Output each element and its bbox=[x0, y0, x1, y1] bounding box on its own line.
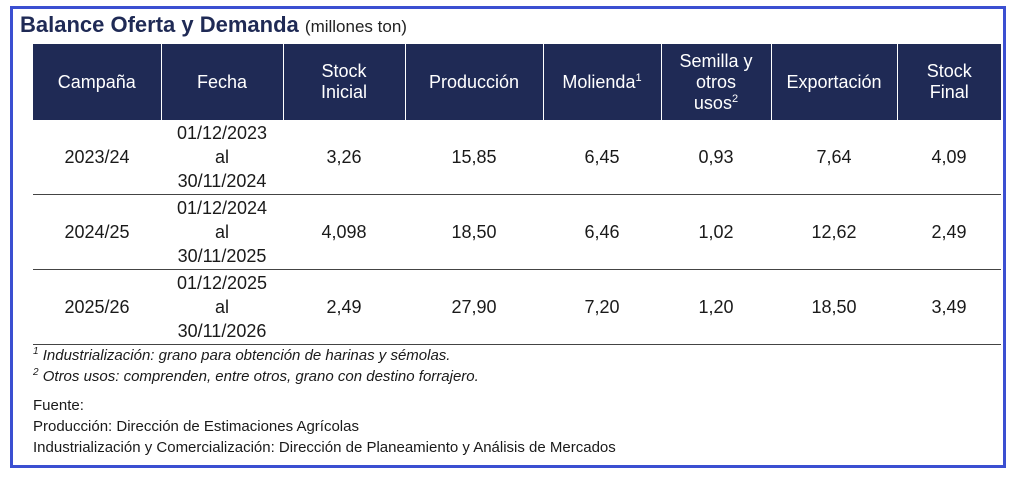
cell-molienda: 6,46 bbox=[543, 194, 661, 270]
footnote-2-text: Otros usos: comprenden, entre otros, gra… bbox=[38, 368, 479, 385]
cell-fecha: 01/12/2024 al 30/11/2025 bbox=[161, 194, 283, 270]
cell-exportacion: 7,64 bbox=[771, 120, 897, 195]
cell-stock-final: 4,09 bbox=[897, 120, 1001, 195]
cell-produccion: 18,50 bbox=[405, 194, 543, 270]
cell-exportacion: 12,62 bbox=[771, 194, 897, 270]
table-row: 2023/24 01/12/2023 al 30/11/2024 3,26 15… bbox=[33, 120, 1001, 195]
cell-stock-inicial: 3,26 bbox=[283, 120, 405, 195]
table-row: 2025/26 01/12/2025 al 30/11/2026 2,49 27… bbox=[33, 269, 1001, 345]
footnote-2-mark: 2 bbox=[33, 367, 39, 378]
title-units: (millones ton) bbox=[304, 17, 407, 36]
table-header-row: Campaña Fecha Stock Inicial Producción M… bbox=[33, 44, 1001, 120]
column-header-produccion: Producción bbox=[404, 44, 543, 120]
source-label: Fuente: bbox=[33, 397, 84, 414]
cell-campana: 2025/26 bbox=[33, 269, 161, 345]
column-header-molienda: Molienda1 bbox=[542, 44, 661, 120]
column-header-fecha: Fecha bbox=[160, 44, 283, 120]
cell-fecha: 01/12/2025 al 30/11/2026 bbox=[161, 269, 283, 345]
footnote-1: 1 Industrialización: grano para obtenció… bbox=[33, 345, 616, 366]
cell-campana: 2024/25 bbox=[33, 194, 161, 270]
cell-produccion: 27,90 bbox=[405, 269, 543, 345]
cell-stock-inicial: 4,098 bbox=[283, 194, 405, 270]
cell-stock-final: 2,49 bbox=[897, 194, 1001, 270]
table-row: 2024/25 01/12/2024 al 30/11/2025 4,098 1… bbox=[33, 194, 1001, 270]
cell-semilla: 0,93 bbox=[661, 120, 771, 195]
column-header-stock-inicial: Stock Inicial bbox=[282, 44, 405, 120]
footnote-2: 2 Otros usos: comprenden, entre otros, g… bbox=[33, 366, 616, 387]
cell-stock-final: 3,49 bbox=[897, 269, 1001, 345]
cell-semilla: 1,02 bbox=[661, 194, 771, 270]
footnote-ref-1: 1 bbox=[635, 71, 642, 84]
source-block: Fuente: Producción: Dirección de Estimac… bbox=[33, 395, 616, 458]
cell-campana: 2023/24 bbox=[33, 120, 161, 195]
source-line-industrialization: Industrialización y Comercialización: Di… bbox=[33, 439, 616, 456]
cell-stock-inicial: 2,49 bbox=[283, 269, 405, 345]
footnote-1-text: Industrialización: grano para obtención … bbox=[38, 347, 451, 364]
footnote-1-mark: 1 bbox=[33, 346, 39, 357]
column-header-exportacion: Exportación bbox=[770, 44, 897, 120]
cell-exportacion: 18,50 bbox=[771, 269, 897, 345]
cell-molienda: 7,20 bbox=[543, 269, 661, 345]
title-text: Balance Oferta y Demanda bbox=[20, 12, 299, 37]
cell-produccion: 15,85 bbox=[405, 120, 543, 195]
cell-fecha: 01/12/2023 al 30/11/2024 bbox=[161, 120, 283, 195]
cell-semilla: 1,20 bbox=[661, 269, 771, 345]
column-header-semilla-otros-usos: Semilla y otros usos2 bbox=[660, 44, 771, 120]
cell-molienda: 6,45 bbox=[543, 120, 661, 195]
source-line-production: Producción: Dirección de Estimaciones Ag… bbox=[33, 418, 359, 435]
column-header-campana: Campaña bbox=[33, 44, 161, 120]
balance-table: Campaña Fecha Stock Inicial Producción M… bbox=[33, 44, 1001, 345]
footnote-ref-2: 2 bbox=[731, 92, 739, 105]
notes-section: 1 Industrialización: grano para obtenció… bbox=[33, 345, 616, 458]
page-title: Balance Oferta y Demanda (millones ton) bbox=[20, 12, 407, 38]
column-header-stock-final: Stock Final bbox=[896, 44, 1001, 120]
